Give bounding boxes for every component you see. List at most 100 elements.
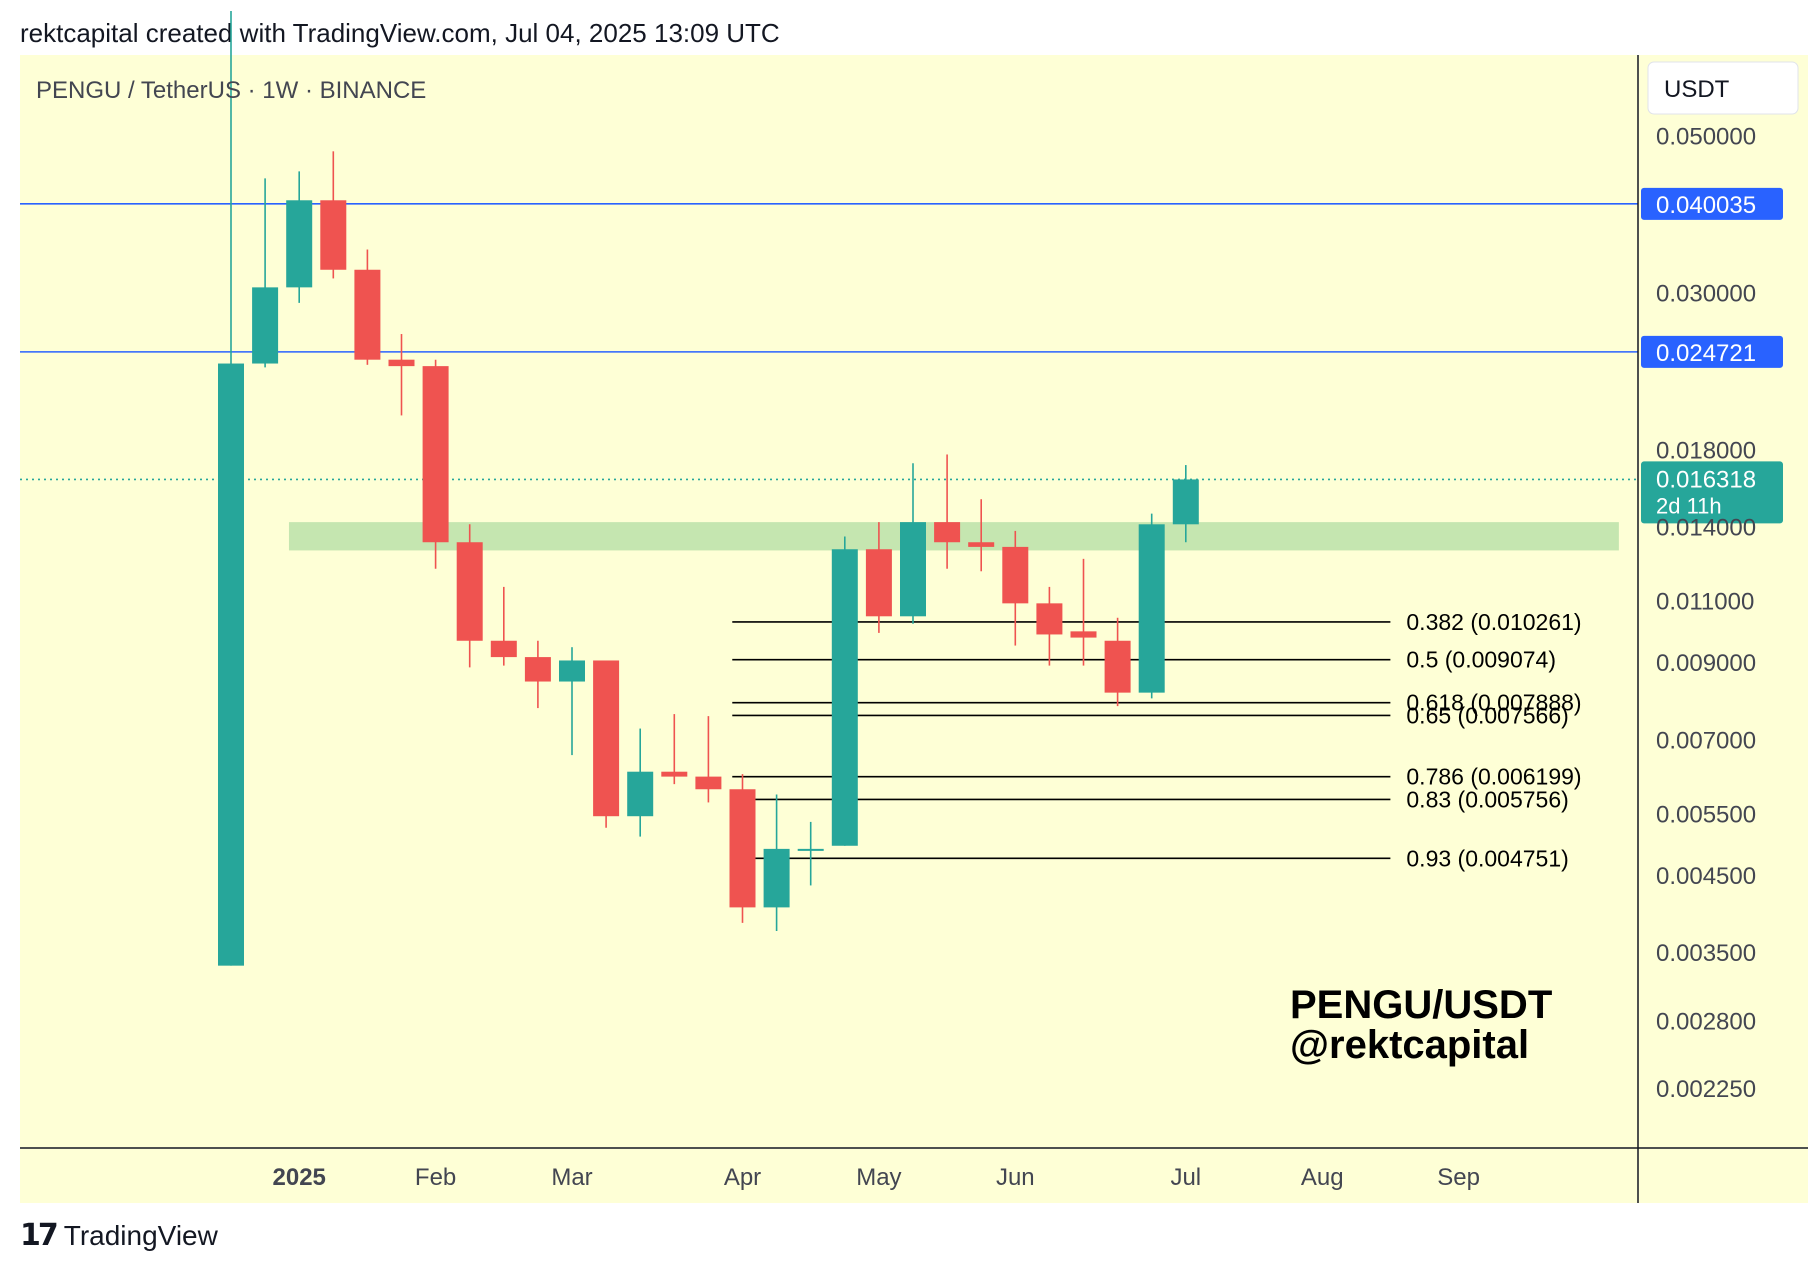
candle[interactable] — [320, 151, 347, 279]
price-tick-label: 0.004500 — [1656, 863, 1756, 890]
xaxis-background — [20, 1148, 1808, 1203]
candle[interactable] — [1070, 558, 1097, 666]
tradingview-logo-icon: 17 — [20, 1218, 59, 1253]
candle-body — [695, 776, 722, 790]
candle[interactable] — [865, 522, 892, 633]
price-tick-label: 0.005500 — [1656, 801, 1756, 828]
candle[interactable] — [627, 728, 654, 837]
candle[interactable] — [695, 716, 722, 803]
tradingview-logo-text: TradingView — [63, 1219, 218, 1251]
symbol-title: PENGU / TetherUS · 1W · BINANCE — [36, 77, 426, 104]
candle[interactable] — [252, 178, 279, 368]
time-tick-label: Sep — [1437, 1164, 1480, 1191]
time-tick-label: Jul — [1170, 1164, 1201, 1191]
candle-body — [320, 200, 347, 270]
candle-body — [1172, 479, 1199, 525]
candle-body — [1104, 640, 1131, 693]
candle-body — [627, 771, 654, 817]
candle-body — [934, 522, 961, 543]
candle-body — [218, 363, 244, 966]
price-tick-label: 0.003500 — [1656, 940, 1756, 967]
price-tick-label: 0.002250 — [1656, 1076, 1756, 1103]
candle-body — [354, 269, 381, 360]
candle[interactable] — [1138, 513, 1165, 699]
candle-body — [900, 522, 926, 617]
price-tick-label: 0.014000 — [1656, 514, 1756, 541]
candle[interactable] — [490, 586, 517, 666]
price-tick-label: 0.018000 — [1656, 437, 1756, 464]
price-tick-label: 0.009000 — [1656, 650, 1756, 677]
candle-body — [968, 542, 995, 547]
candle-body — [559, 660, 585, 682]
candle-body — [661, 771, 688, 777]
candle[interactable] — [286, 171, 313, 303]
candle[interactable] — [218, 11, 244, 966]
fib-level-label: 0.5 (0.009074) — [1406, 647, 1556, 673]
time-tick-label: Feb — [415, 1164, 456, 1191]
time-tick-label: 2025 — [273, 1164, 326, 1191]
candle[interactable] — [968, 499, 995, 572]
candle[interactable] — [831, 536, 858, 846]
currency-button[interactable]: USDT — [1647, 61, 1799, 115]
candle[interactable] — [661, 714, 688, 785]
candle[interactable] — [593, 660, 620, 828]
time-tick-label: May — [856, 1164, 901, 1191]
candle[interactable] — [729, 774, 756, 923]
candle-body — [797, 848, 824, 851]
candle-body — [593, 660, 620, 817]
watermark-author: @rektcapital — [1290, 1023, 1529, 1067]
level-price-badge — [1641, 187, 1783, 220]
time-tick-label: Mar — [551, 1164, 592, 1191]
candle[interactable] — [1172, 465, 1199, 543]
candle-body — [865, 549, 892, 617]
candle[interactable] — [900, 463, 926, 624]
level-price-label: 0.024721 — [1656, 340, 1756, 367]
candle[interactable] — [1104, 617, 1131, 707]
currency-label: USDT — [1664, 76, 1730, 103]
watermark-pair: PENGU/USDT — [1290, 983, 1552, 1027]
candle[interactable] — [559, 647, 585, 756]
candle-body — [729, 789, 756, 908]
tradingview-logo[interactable]: 17 TradingView — [20, 1218, 218, 1253]
price-tick-label: 0.050000 — [1656, 124, 1756, 151]
candle[interactable] — [388, 334, 415, 416]
candle[interactable] — [456, 524, 483, 668]
price-tick-label: 0.002800 — [1656, 1009, 1756, 1036]
fib-level-label: 0.83 (0.005756) — [1406, 786, 1568, 812]
candle[interactable] — [763, 794, 790, 932]
candle-body — [456, 542, 483, 641]
fib-level-label: 0.618 (0.007888) — [1406, 690, 1581, 716]
candle-body — [422, 366, 449, 543]
level-price-badge — [1641, 335, 1783, 368]
candle-body — [286, 200, 313, 288]
candle[interactable] — [1036, 586, 1063, 666]
fib-level-label: 0.786 (0.006199) — [1406, 764, 1581, 790]
bar-countdown-label: 2d 11h — [1656, 493, 1722, 518]
candle[interactable] — [797, 821, 824, 886]
candle[interactable] — [354, 249, 381, 365]
candle-body — [524, 657, 551, 682]
fib-level-label: 0.382 (0.010261) — [1406, 609, 1581, 635]
candle-body — [1070, 631, 1097, 638]
level-price-label: 0.040035 — [1656, 192, 1756, 219]
candle-body — [831, 549, 858, 846]
candle-body — [252, 287, 279, 364]
candle[interactable] — [422, 359, 449, 569]
candle-body — [763, 848, 790, 908]
chart-attribution-header: rektcapital created with TradingView.com… — [20, 18, 780, 48]
candle-body — [388, 359, 415, 367]
time-tick-label: Jun — [996, 1164, 1035, 1191]
time-tick-label: Aug — [1301, 1164, 1344, 1191]
time-tick-label: Apr — [724, 1164, 761, 1191]
current-price-label: 0.016318 — [1656, 466, 1756, 493]
candle[interactable] — [1002, 530, 1029, 646]
axis-background — [1638, 55, 1808, 1148]
fib-level-label: 0.93 (0.004751) — [1406, 845, 1568, 871]
candle[interactable] — [934, 454, 961, 569]
fib-level-label: 0.65 (0.007566) — [1406, 702, 1568, 728]
price-tick-label: 0.011000 — [1656, 589, 1754, 616]
candle[interactable] — [524, 640, 551, 709]
candle-body — [1138, 524, 1165, 693]
candle-body — [1002, 546, 1029, 604]
